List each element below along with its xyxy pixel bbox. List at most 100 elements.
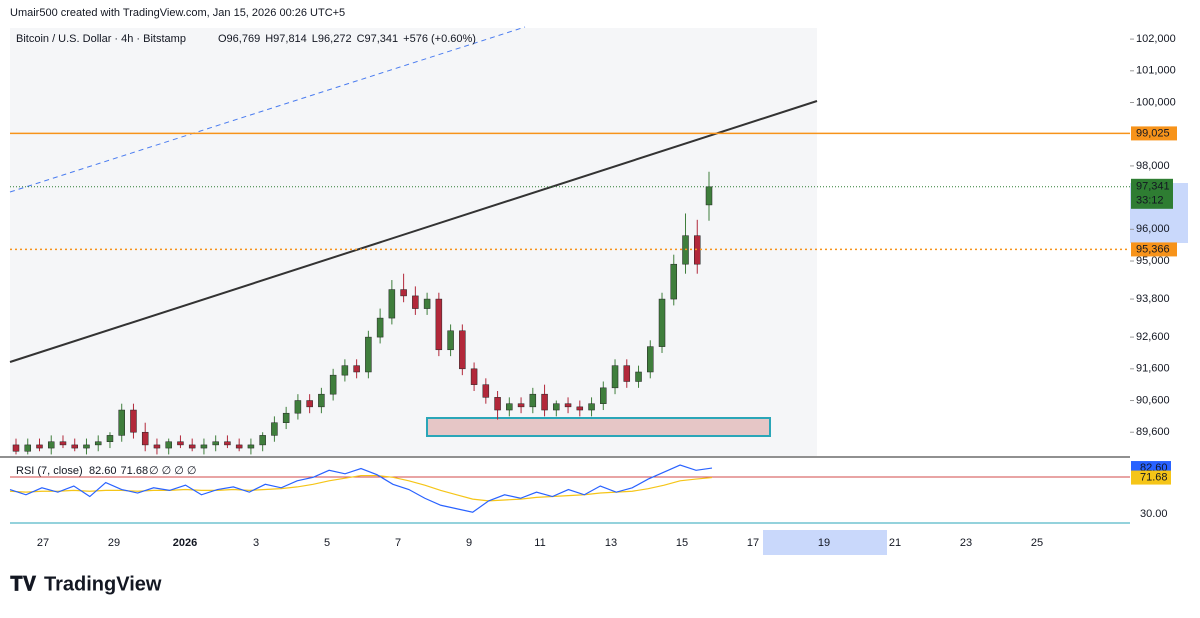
candle-body [188, 444, 196, 449]
candle-body [353, 365, 360, 373]
price-badge-label: 99,025 [1136, 127, 1170, 139]
rsi-badge [1131, 470, 1171, 485]
candle-body [106, 435, 114, 442]
last-price-label: 97,341 [1136, 181, 1170, 193]
ohlc-value: H97,814 [265, 33, 307, 45]
trendline [9, 100, 818, 363]
x-tick-label: 23 [960, 537, 972, 549]
candle-body [635, 371, 642, 382]
y-tick-label: 100,000 [1136, 96, 1176, 108]
candle-body [235, 444, 243, 449]
x-tick-label: 15 [676, 537, 688, 549]
candle-body [247, 444, 255, 449]
candle-body [36, 444, 43, 449]
x-tick-label: 21 [889, 537, 901, 549]
candle-body [459, 330, 466, 370]
x-tick-label: 17 [747, 537, 759, 549]
brand-logo: 𝐓𝐕 [10, 573, 37, 595]
candle-body [153, 444, 161, 449]
x-tick-label: 25 [1031, 537, 1043, 549]
candle-body [118, 409, 125, 436]
x-tick-label: 19 [818, 537, 830, 549]
header: Umair500 created with TradingView.com, J… [10, 7, 345, 19]
x-tick-label: 5 [324, 537, 330, 549]
candle-body [705, 186, 713, 206]
candle-body [200, 444, 208, 449]
brand: TradingView [44, 573, 162, 595]
candle-body [306, 400, 313, 408]
y-tick-label: 101,000 [1136, 65, 1176, 77]
candle-body [376, 317, 384, 338]
candle-body [670, 263, 678, 300]
ohlc-value: O96,769 [218, 33, 260, 45]
y-tick-label: 92,600 [1136, 331, 1170, 343]
candle-body [165, 441, 172, 449]
x-tick-label: 11 [534, 537, 545, 549]
candle-body [224, 441, 231, 446]
y-tick-label: 90,600 [1136, 394, 1170, 406]
candle-body [435, 298, 443, 351]
candle-body [423, 298, 431, 309]
candle-body [365, 336, 372, 373]
rsi-legend-value: 71.68 [121, 465, 149, 477]
candle-body [611, 365, 619, 389]
svg-text:𝐓𝐕: 𝐓𝐕 [10, 573, 37, 595]
demand-zone [426, 417, 771, 437]
last-price-badge [1131, 178, 1173, 209]
candle-body [59, 441, 67, 446]
rsi-title: RSI (7, close) [16, 465, 83, 477]
candle-body [541, 393, 548, 411]
candle-body [400, 289, 407, 297]
candle-body [24, 444, 31, 452]
candle-body [506, 403, 513, 411]
x-tick-label: 27 [37, 537, 49, 549]
candle-body [47, 441, 55, 449]
candle-body [553, 403, 560, 411]
candle-body [529, 393, 537, 408]
candle-body [588, 403, 595, 411]
candle-body [388, 289, 396, 319]
candle-body [329, 374, 337, 395]
rsi-tick-label: 30.00 [1140, 508, 1168, 520]
y-tick-label: 102,000 [1136, 33, 1176, 45]
price-badge [1131, 242, 1177, 257]
x-tick-label: 3 [253, 537, 259, 549]
candle-body [623, 365, 631, 382]
candle-body [83, 444, 90, 449]
candle-body [71, 444, 78, 449]
price-badge-label: 95,366 [1136, 243, 1170, 255]
candle-body [600, 387, 607, 404]
candle-body [470, 368, 478, 385]
rsi-badge-label: 71.68 [1140, 471, 1168, 483]
candle-body [94, 441, 102, 446]
dashed-trendline [9, 26, 526, 193]
ohlc-value: L96,272 [312, 33, 352, 45]
candle-body [412, 295, 419, 309]
y-tick-label: 89,600 [1136, 426, 1170, 438]
candle-body [212, 441, 219, 446]
candle-body [341, 365, 349, 376]
y-tick-label: 93,800 [1136, 293, 1170, 305]
candle-body [658, 298, 666, 347]
rsi-legend-value: 82.60 [89, 465, 117, 477]
x-tick-label: 29 [108, 537, 120, 549]
ohlc-value: C97,341 [357, 33, 399, 45]
x-tick-label: 13 [605, 537, 617, 549]
candle-body [517, 403, 525, 408]
rsi-placeholders: ∅ ∅ ∅ ∅ [149, 465, 197, 477]
x-tick-label: 9 [466, 537, 472, 549]
candle-body [294, 400, 302, 414]
y-tick-label: 98,000 [1136, 160, 1170, 172]
y-tick-label: 95,000 [1136, 255, 1170, 267]
rsi-line [9, 464, 713, 513]
candle-body [318, 393, 325, 408]
candle-body [130, 409, 137, 433]
x-tick-label: 7 [395, 537, 401, 549]
candle-body [141, 431, 149, 446]
candle-body [447, 330, 454, 351]
y-tick-label: 91,600 [1136, 363, 1170, 375]
candle-body [576, 406, 584, 411]
candle-body [177, 441, 184, 446]
price-badge [1131, 126, 1177, 141]
